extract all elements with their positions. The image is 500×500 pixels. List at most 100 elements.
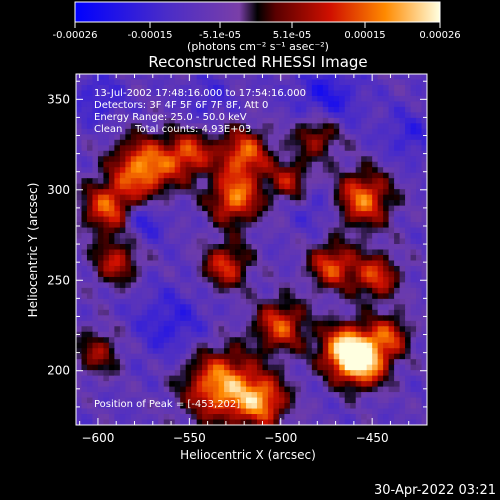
heatmap-cell [322, 227, 329, 234]
heatmap-cell [130, 309, 137, 316]
heatmap-cell [191, 315, 198, 322]
heatmap-cell [196, 386, 203, 393]
heatmap-cell [163, 222, 170, 229]
heatmap-cell [246, 74, 253, 81]
heatmap-cell [410, 315, 417, 322]
heatmap-cell [344, 370, 351, 377]
heatmap-cell [306, 359, 313, 366]
heatmap-cell [235, 106, 242, 113]
heatmap-cell [421, 112, 427, 119]
heatmap-cell [405, 233, 412, 240]
heatmap-cell [76, 172, 83, 179]
heatmap-cell [383, 397, 390, 404]
heatmap-cell [169, 227, 176, 234]
heatmap-cell [224, 403, 231, 410]
heatmap-cell [278, 403, 285, 410]
heatmap-cell [174, 320, 181, 327]
heatmap-cell [229, 189, 236, 196]
heatmap-cell [158, 254, 165, 262]
heatmap-cell [267, 84, 275, 92]
heatmap-cell [218, 139, 225, 146]
heatmap-cell [147, 244, 154, 251]
heatmap-cell [108, 183, 115, 190]
heatmap-cell [328, 392, 335, 399]
heatmap-cell [76, 106, 83, 113]
heatmap-cell [339, 265, 346, 273]
heatmap-cell [202, 271, 209, 278]
heatmap-cell [339, 403, 346, 410]
heatmap-cell [410, 95, 417, 103]
heatmap-cell [311, 359, 318, 366]
heatmap-cell [350, 381, 357, 388]
heatmap-cell [224, 244, 231, 251]
heatmap-cell [273, 189, 280, 196]
heatmap-cell [224, 414, 231, 421]
heatmap-cell [97, 74, 105, 81]
heatmap-cell [158, 238, 165, 245]
heatmap-cell [103, 128, 110, 135]
heatmap-cell [147, 304, 154, 311]
heatmap-cell [366, 112, 373, 119]
heatmap-cell [141, 276, 148, 283]
heatmap-cell [306, 348, 313, 355]
heatmap-cell [377, 326, 384, 333]
heatmap-cell [76, 304, 83, 311]
heatmap-cell [405, 304, 412, 311]
heatmap-cell [383, 348, 390, 355]
y-axis-label: Heliocentric Y (arcsec) [26, 183, 40, 318]
heatmap-cell [240, 128, 247, 135]
heatmap-cell [180, 156, 187, 163]
heatmap-cell [306, 244, 313, 251]
heatmap-cell [235, 123, 242, 130]
heatmap-cell [207, 271, 214, 278]
heatmap-cell [213, 150, 220, 157]
heatmap-cell [333, 282, 340, 289]
heatmap-cell [152, 326, 159, 333]
heatmap-cell [399, 370, 406, 377]
heatmap-cell [147, 265, 154, 273]
heatmap-cell [372, 150, 379, 157]
heatmap-cell [119, 222, 126, 229]
heatmap-cell [108, 254, 115, 262]
heatmap-cell [240, 326, 247, 333]
heatmap-cell [372, 304, 379, 311]
heatmap-cell [366, 178, 373, 185]
heatmap-cell [372, 364, 379, 371]
heatmap-cell [147, 123, 154, 130]
heatmap-cell [333, 134, 340, 141]
heatmap-cell [207, 189, 214, 196]
heatmap-cell [421, 156, 427, 163]
heatmap-cell [355, 156, 362, 163]
heatmap-cell [92, 123, 99, 130]
heatmap-cell [366, 337, 373, 344]
heatmap-cell [196, 265, 203, 273]
heatmap-cell [383, 222, 390, 229]
heatmap-cell [284, 397, 291, 404]
heatmap-cell [262, 353, 269, 360]
heatmap-cell [361, 90, 368, 97]
heatmap-cell [295, 254, 302, 262]
heatmap-cell [399, 156, 406, 163]
heatmap-cell [141, 189, 148, 196]
heatmap-cell [273, 348, 280, 355]
heatmap-cell [76, 414, 83, 421]
heatmap-cell [114, 178, 121, 185]
heatmap-cell [333, 79, 340, 86]
heatmap-cell [399, 386, 406, 393]
heatmap-cell [152, 386, 159, 393]
heatmap-cell [344, 337, 351, 344]
heatmap-cell [81, 320, 88, 327]
heatmap-cell [366, 320, 373, 327]
heatmap-cell [366, 227, 373, 234]
heatmap-cell [388, 90, 395, 97]
heatmap-cell [119, 320, 126, 327]
heatmap-cell [141, 282, 148, 289]
heatmap-cell [278, 244, 285, 251]
heatmap-cell [108, 161, 115, 168]
heatmap-cell [350, 408, 357, 415]
heatmap-cell [377, 106, 384, 113]
heatmap-cell [306, 95, 313, 103]
heatmap-cell [311, 90, 318, 97]
heatmap-cell [306, 315, 313, 322]
heatmap-cell [322, 183, 329, 190]
